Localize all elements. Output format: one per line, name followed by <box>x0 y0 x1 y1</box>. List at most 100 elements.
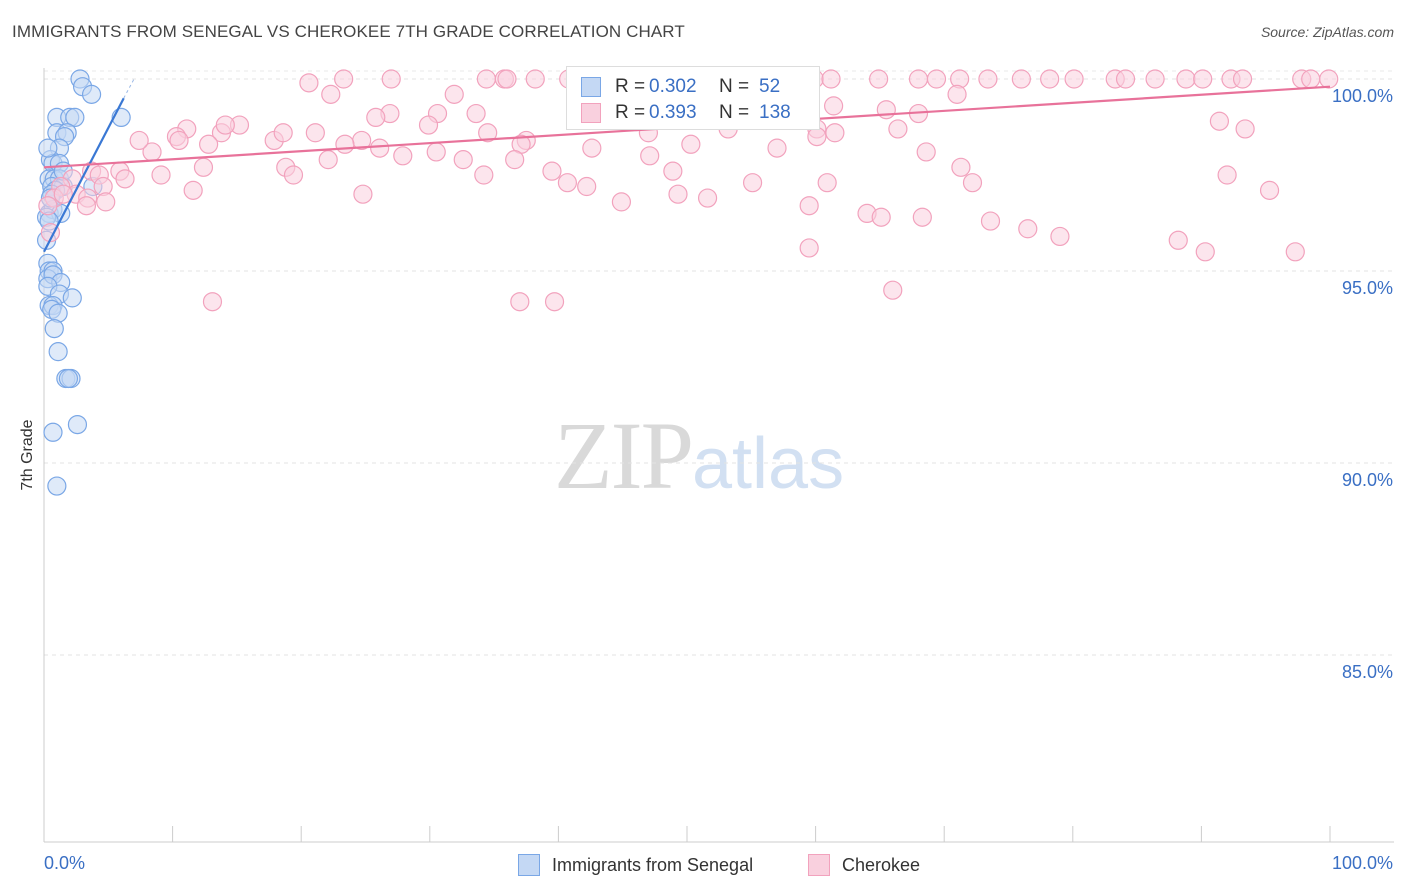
cherokee-point <box>558 174 576 192</box>
y-tick-label: 85.0% <box>1342 662 1393 682</box>
cherokee-point <box>612 193 630 211</box>
cherokee-point <box>420 116 438 134</box>
senegal-point <box>63 289 81 307</box>
cherokee-point <box>511 293 529 311</box>
cherokee-point <box>744 174 762 192</box>
cherokee-point <box>371 139 389 157</box>
cherokee-point <box>699 189 717 207</box>
legend-r-label: R = <box>615 76 649 98</box>
cherokee-point <box>130 131 148 149</box>
cherokee-point <box>1218 166 1236 184</box>
cherokee-point <box>445 85 463 103</box>
cherokee-point <box>1051 227 1069 245</box>
cherokee-point <box>274 124 292 142</box>
cherokee-point <box>454 151 472 169</box>
y-tick-label: 95.0% <box>1342 278 1393 298</box>
cherokee-point <box>872 208 890 226</box>
cherokee-point <box>952 158 970 176</box>
cherokee-point <box>170 131 188 149</box>
cherokee-point <box>335 70 353 88</box>
cherokee-point <box>1065 70 1083 88</box>
cherokee-point <box>284 166 302 184</box>
cherokee-point <box>1234 70 1252 88</box>
cherokee-point <box>97 193 115 211</box>
senegal-trend-extension <box>124 79 134 98</box>
cherokee-point <box>1236 120 1254 138</box>
cherokee-point <box>808 128 826 146</box>
cherokee-point <box>917 143 935 161</box>
senegal-point <box>44 423 62 441</box>
bottom-legend-label-cherokee: Cherokee <box>842 855 920 876</box>
cherokee-point <box>1210 112 1228 130</box>
cherokee-point <box>800 239 818 257</box>
cherokee-point <box>979 70 997 88</box>
cherokee-point <box>152 166 170 184</box>
cherokee-point <box>354 185 372 203</box>
x-tick-label: 100.0% <box>1332 853 1393 873</box>
cherokee-point <box>184 181 202 199</box>
cherokee-point <box>382 70 400 88</box>
cherokee-point <box>1286 243 1304 261</box>
cherokee-point <box>319 151 337 169</box>
cherokee-point <box>367 108 385 126</box>
legend-n-value: 138 <box>759 102 791 124</box>
cherokee-point <box>39 197 57 215</box>
cherokee-point <box>477 70 495 88</box>
cherokee-point <box>822 70 840 88</box>
cherokee-point <box>1117 70 1135 88</box>
cherokee-point <box>877 101 895 119</box>
cherokee-point <box>913 208 931 226</box>
cherokee-point <box>194 158 212 176</box>
cherokee-point <box>1196 243 1214 261</box>
cherokee-point <box>427 143 445 161</box>
cherokee-point <box>216 116 234 134</box>
legend-r-label: R = <box>615 102 649 124</box>
cherokee-point <box>116 170 134 188</box>
bottom-legend-swatch-senegal <box>518 854 540 876</box>
senegal-point <box>39 139 57 157</box>
cherokee-point <box>768 139 786 157</box>
cherokee-point <box>200 135 218 153</box>
cherokee-point <box>963 174 981 192</box>
senegal-point <box>59 370 77 388</box>
cherokee-point <box>543 162 561 180</box>
cherokee-point <box>669 185 687 203</box>
legend-n-label: N = <box>719 76 759 98</box>
cherokee-point <box>1320 70 1338 88</box>
bottom-legend-label-senegal: Immigrants from Senegal <box>552 855 753 876</box>
cherokee-point <box>826 124 844 142</box>
cherokee-point <box>1261 181 1279 199</box>
legend-row-cherokee: R = 0.393 N = 138 <box>581 101 791 125</box>
bottom-legend-swatch-cherokee <box>808 854 830 876</box>
cherokee-point <box>336 135 354 153</box>
cherokee-point <box>475 166 493 184</box>
cherokee-point <box>909 70 927 88</box>
senegal-point <box>49 343 67 361</box>
scatter-plot: 100.0%95.0%90.0%85.0%0.0% 100.0% <box>0 0 1406 892</box>
cherokee-point <box>927 70 945 88</box>
cherokee-point <box>578 178 596 196</box>
cherokee-point <box>1302 70 1320 88</box>
cherokee-point <box>1012 70 1030 88</box>
cherokee-point <box>889 120 907 138</box>
legend-swatch-cherokee <box>581 103 601 123</box>
cherokee-point <box>583 139 601 157</box>
legend-r-value: 0.393 <box>649 102 719 124</box>
bottom-legend-senegal: Immigrants from Senegal <box>518 852 753 878</box>
legend-swatch-senegal <box>581 77 601 97</box>
cherokee-point <box>1194 70 1212 88</box>
stats-legend: R = 0.302 N = 52 R = 0.393 N = 138 <box>566 66 820 130</box>
senegal-point <box>83 85 101 103</box>
cherokee-point <box>1169 231 1187 249</box>
cherokee-point <box>394 147 412 165</box>
cherokee-point <box>1041 70 1059 88</box>
cherokee-point <box>1019 220 1037 238</box>
cherokee-point <box>300 74 318 92</box>
cherokee-point <box>818 174 836 192</box>
cherokee-point <box>664 162 682 180</box>
legend-row-senegal: R = 0.302 N = 52 <box>581 75 780 99</box>
cherokee-point <box>546 293 564 311</box>
cherokee-point <box>322 85 340 103</box>
legend-n-label: N = <box>719 102 759 124</box>
cherokee-point <box>506 151 524 169</box>
